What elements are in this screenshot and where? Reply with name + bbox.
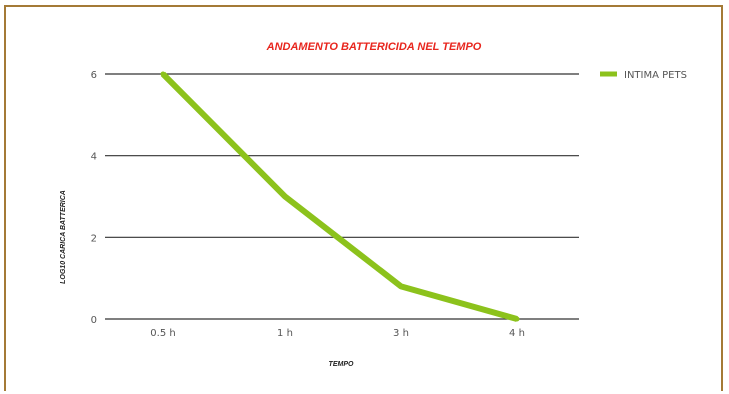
chart-frame <box>4 5 723 391</box>
y-axis-label: LOG10 CARICA BATTERICA <box>60 190 67 284</box>
data-point <box>398 283 404 289</box>
x-tick-label: 1 h <box>277 328 293 339</box>
grid-lines <box>105 73 579 320</box>
legend: INTIMA PETS <box>600 70 687 81</box>
data-point <box>514 316 520 322</box>
x-tick-label: 0.5 h <box>150 328 175 339</box>
x-axis-ticks: 0.5 h 1 h 3 h 4 h <box>150 328 525 339</box>
x-axis-label: TEMPO <box>329 361 354 368</box>
data-point <box>282 194 288 199</box>
y-axis-ticks: 0 2 4 6 <box>91 70 97 326</box>
y-tick-label: 4 <box>91 152 97 163</box>
data-point <box>160 71 166 77</box>
x-tick-label: 3 h <box>393 328 409 339</box>
series-line-0 <box>160 71 518 322</box>
y-tick-label: 0 <box>91 315 97 326</box>
y-tick-label: 2 <box>91 233 97 244</box>
legend-label: INTIMA PETS <box>624 70 687 81</box>
chart-title: ANDAMENTO BATTERICIDA NEL TEMPO <box>266 41 482 53</box>
y-tick-label: 6 <box>91 70 97 81</box>
x-tick-label: 4 h <box>509 328 525 339</box>
series-layer <box>160 71 520 322</box>
